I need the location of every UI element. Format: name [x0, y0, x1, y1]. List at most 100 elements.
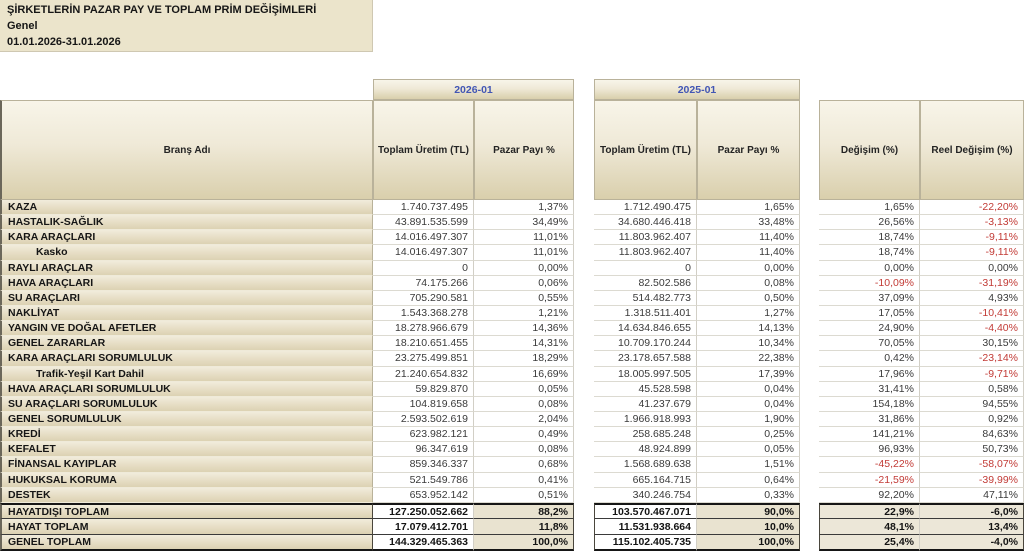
column-gap: [800, 336, 819, 352]
reel-degisim-cell: -31,19%: [920, 275, 1024, 291]
toplam-uretim-2025-cell: 11.803.962.407: [594, 245, 697, 261]
pazar-payi-2026-cell: 0,00%: [474, 260, 574, 276]
toplam-uretim-2026-cell: 859.346.337: [373, 457, 474, 473]
total-brans-cell: HAYAT TOPLAM: [0, 519, 373, 535]
pazar-payi-2026-cell: 1,37%: [474, 200, 574, 216]
brans-cell: HASTALIK-SAĞLIK: [0, 215, 373, 231]
column-gap: [800, 503, 819, 519]
reel-degisim-cell: 50,73%: [920, 442, 1024, 458]
reel-degisim-cell: 94,55%: [920, 396, 1024, 412]
column-gap: [800, 381, 819, 397]
table-totals: HAYATDIŞI TOPLAM 127.250.052.662 88,2% 1…: [0, 503, 1024, 551]
pazar-payi-2026-cell: 1,21%: [474, 305, 574, 322]
brans-cell: SU ARAÇLARI: [0, 290, 373, 306]
brans-cell: Trafik-Yeşil Kart Dahil: [0, 366, 373, 382]
column-gap: [800, 457, 819, 473]
toplam-uretim-2026-cell: 23.275.499.851: [373, 351, 474, 367]
column-gap: [574, 457, 594, 473]
toplam-uretim-2025-cell: 18.005.997.505: [594, 366, 697, 382]
pazar-payi-2025-cell: 0,50%: [697, 290, 800, 306]
reel-degisim-cell: -22,20%: [920, 200, 1024, 216]
degisim-cell: 70,05%: [819, 336, 920, 352]
column-gap: [574, 351, 594, 367]
brans-cell: KAZA: [0, 200, 373, 216]
reel-degisim-cell: -10,41%: [920, 305, 1024, 322]
column-gap: [574, 275, 594, 291]
degisim-cell: 154,18%: [819, 396, 920, 412]
pazar-payi-2025-cell: 1,90%: [697, 411, 800, 428]
period-header-2026: 2026-01: [373, 79, 574, 100]
pazar-payi-2025-cell: 33,48%: [697, 215, 800, 231]
column-gap: [800, 351, 819, 367]
table-row: HUKUKSAL KORUMA 521.549.786 0,41% 665.16…: [0, 472, 1024, 488]
column-gap: [800, 366, 819, 382]
total-pazar-payi-2026-cell: 100,0%: [474, 535, 574, 551]
total-degisim-cell: 48,1%: [819, 519, 920, 535]
toplam-uretim-2026-cell: 14.016.497.307: [373, 245, 474, 261]
table-row: KARA ARAÇLARI 14.016.497.307 11,01% 11.8…: [0, 230, 1024, 246]
brans-cell: HAVA ARAÇLARI: [0, 275, 373, 291]
pazar-payi-2026-cell: 0,08%: [474, 396, 574, 412]
total-toplam-uretim-2026-cell: 17.079.412.701: [373, 519, 474, 535]
table-row: YANGIN VE DOĞAL AFETLER 18.278.966.679 1…: [0, 321, 1024, 337]
column-gap: [800, 200, 819, 216]
reel-degisim-cell: -58,07%: [920, 457, 1024, 473]
reel-degisim-cell: 0,00%: [920, 260, 1024, 276]
reel-degisim-cell: -9,11%: [920, 245, 1024, 261]
column-gap: [574, 535, 594, 551]
table-row: Trafik-Yeşil Kart Dahil 21.240.654.832 1…: [0, 366, 1024, 382]
period-header-2025: 2025-01: [594, 79, 800, 100]
total-brans-cell: HAYATDIŞI TOPLAM: [0, 503, 373, 519]
degisim-cell: 141,21%: [819, 427, 920, 443]
degisim-cell: -10,09%: [819, 275, 920, 291]
brans-cell: DESTEK: [0, 487, 373, 503]
column-gap: [800, 260, 819, 276]
table-row: HASTALIK-SAĞLIK 43.891.535.599 34,49% 34…: [0, 215, 1024, 231]
pazar-payi-2026-cell: 0,06%: [474, 275, 574, 291]
toplam-uretim-2025-cell: 23.178.657.588: [594, 351, 697, 367]
toplam-uretim-2026-cell: 653.952.142: [373, 487, 474, 503]
total-toplam-uretim-2025-cell: 115.102.405.735: [594, 535, 697, 551]
degisim-cell: 1,65%: [819, 200, 920, 216]
pazar-payi-2026-cell: 14,31%: [474, 336, 574, 352]
total-brans-cell: GENEL TOPLAM: [0, 535, 373, 551]
reel-degisim-cell: 84,63%: [920, 427, 1024, 443]
total-row: HAYATDIŞI TOPLAM 127.250.052.662 88,2% 1…: [0, 503, 1024, 519]
toplam-uretim-2025-cell: 10.709.170.244: [594, 336, 697, 352]
toplam-uretim-2026-cell: 0: [373, 260, 474, 276]
reel-degisim-cell: -4,40%: [920, 321, 1024, 337]
pazar-payi-2025-cell: 14,13%: [697, 321, 800, 337]
column-gap: [800, 519, 819, 535]
column-header-toplam-uretim-2025: Toplam Üretim (TL): [594, 100, 697, 200]
column-gap: [574, 366, 594, 382]
toplam-uretim-2026-cell: 43.891.535.599: [373, 215, 474, 231]
reel-degisim-cell: -39,99%: [920, 472, 1024, 488]
column-gap: [574, 230, 594, 246]
brans-cell: NAKLİYAT: [0, 305, 373, 322]
brans-cell: HAVA ARAÇLARI SORUMLULUK: [0, 381, 373, 397]
toplam-uretim-2025-cell: 41.237.679: [594, 396, 697, 412]
column-gap: [574, 200, 594, 216]
column-gap: [574, 290, 594, 306]
degisim-cell: 0,00%: [819, 260, 920, 276]
column-header-reel-degisim: Reel Değişim (%): [920, 100, 1024, 200]
toplam-uretim-2025-cell: 665.164.715: [594, 472, 697, 488]
pazar-payi-2025-cell: 0,04%: [697, 396, 800, 412]
toplam-uretim-2026-cell: 21.240.654.832: [373, 366, 474, 382]
column-header-pazar-payi-2025: Pazar Payı %: [697, 100, 800, 200]
brans-cell: YANGIN VE DOĞAL AFETLER: [0, 321, 373, 337]
table-row: KREDİ 623.982.121 0,49% 258.685.248 0,25…: [0, 427, 1024, 443]
column-gap: [800, 427, 819, 443]
toplam-uretim-2026-cell: 623.982.121: [373, 427, 474, 443]
column-gap: [574, 305, 594, 322]
toplam-uretim-2026-cell: 96.347.619: [373, 442, 474, 458]
column-gap: [800, 472, 819, 488]
column-header-pazar-payi-2026: Pazar Payı %: [474, 100, 574, 200]
pazar-payi-2025-cell: 1,27%: [697, 305, 800, 322]
total-toplam-uretim-2026-cell: 144.329.465.363: [373, 535, 474, 551]
pazar-payi-2026-cell: 34,49%: [474, 215, 574, 231]
reel-degisim-cell: -9,11%: [920, 230, 1024, 246]
column-gap: [800, 275, 819, 291]
pazar-payi-2026-cell: 0,55%: [474, 290, 574, 306]
toplam-uretim-2026-cell: 59.829.870: [373, 381, 474, 397]
